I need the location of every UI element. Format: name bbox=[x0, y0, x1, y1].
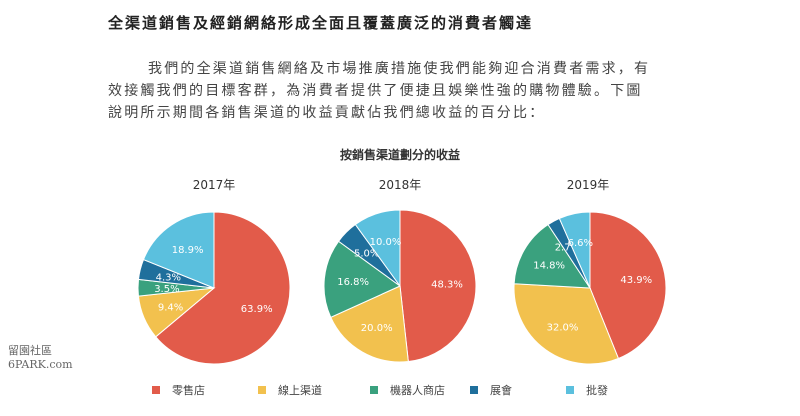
legend-item-exhibition: 展會 bbox=[470, 382, 512, 398]
watermark: 留園社區 6PARK.com bbox=[8, 344, 73, 372]
paragraph-line: 我們的全渠道銷售網絡及市場推廣措施使我們能夠迎合消費者需求，有 bbox=[148, 61, 651, 77]
pie-slice-label: 10.0% bbox=[370, 237, 402, 248]
watermark-text: 6PARK.com bbox=[8, 358, 73, 371]
pie-slice bbox=[155, 211, 291, 365]
legend-label: 機器人商店 bbox=[390, 384, 445, 397]
legend-item-robot-store: 機器人商店 bbox=[370, 382, 445, 398]
pie-slice bbox=[354, 209, 401, 288]
pie-slice-label: 16.8% bbox=[337, 277, 369, 288]
section-heading: 全渠道銷售及經銷網絡形成全面且覆蓋廣泛的消費者觸達 bbox=[108, 14, 534, 32]
pie-slice-label: 6.6% bbox=[568, 238, 593, 249]
pie-slice-label: 20.0% bbox=[361, 323, 393, 334]
year-label-2017: 2017年 bbox=[192, 178, 236, 192]
pie-slice-label: 5.0% bbox=[354, 249, 379, 260]
pie-slice bbox=[399, 209, 477, 363]
legend-label: 線上渠道 bbox=[278, 384, 322, 397]
watermark-text: 留園社區 bbox=[8, 344, 52, 357]
pie-slice bbox=[558, 211, 591, 289]
pie-slice-label: 18.9% bbox=[172, 245, 204, 256]
pie-slice-label: 9.4% bbox=[158, 302, 183, 313]
pie-slice-label: 43.9% bbox=[620, 275, 652, 286]
legend-swatch bbox=[470, 386, 478, 394]
pie-slice bbox=[513, 283, 620, 365]
legend-label: 展會 bbox=[490, 384, 512, 397]
legend-item-wholesale: 批發 bbox=[566, 382, 608, 398]
legend-swatch bbox=[152, 386, 160, 394]
paragraph-line: 效接觸我們的目標客群，為消費者提供了便捷且娛樂性強的購物體驗。下圖 bbox=[108, 83, 643, 99]
pie-slice bbox=[330, 285, 409, 363]
pie-slice-label: 2.7% bbox=[555, 243, 580, 254]
legend-swatch bbox=[370, 386, 378, 394]
description-paragraph: 我們的全渠道銷售網絡及市場推廣措施使我們能夠迎合消費者需求，有 效接觸我們的目標… bbox=[108, 58, 698, 124]
pie-slice-label: 32.0% bbox=[547, 322, 579, 333]
legend-swatch bbox=[566, 386, 574, 394]
pie-slice-label: 48.3% bbox=[431, 279, 463, 290]
year-label-2019: 2019年 bbox=[566, 178, 610, 192]
pie-slice bbox=[142, 211, 215, 289]
legend-item-online: 線上渠道 bbox=[258, 382, 322, 398]
pie-slice-label: 14.8% bbox=[533, 261, 565, 272]
legend-label: 零售店 bbox=[172, 384, 205, 397]
chart-title: 按銷售渠道劃分的收益 bbox=[339, 148, 460, 162]
legend-item-retail: 零售店 bbox=[152, 382, 205, 398]
pie-slice-label: 63.9% bbox=[241, 304, 273, 315]
legend-swatch bbox=[258, 386, 266, 394]
pie-slice bbox=[323, 240, 401, 319]
year-label-2018: 2018年 bbox=[378, 178, 422, 192]
pie-slice-label: 3.5% bbox=[154, 284, 179, 295]
chart-legend: 零售店 線上渠道 機器人商店 展會 批發 bbox=[0, 382, 800, 402]
paragraph-line: 說明所示期間各銷售渠道的收益貢獻佔我們總收益的百分比： bbox=[108, 105, 546, 121]
legend-label: 批發 bbox=[586, 384, 608, 397]
pie-slice bbox=[513, 223, 591, 289]
pie-slice bbox=[589, 211, 667, 360]
pie-slice-label: 4.3% bbox=[156, 272, 181, 283]
